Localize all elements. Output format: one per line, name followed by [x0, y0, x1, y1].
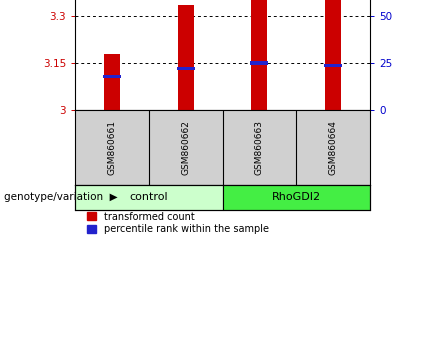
Text: genotype/variation  ▶: genotype/variation ▶ [4, 193, 118, 202]
Bar [251, 0, 267, 110]
Legend: transformed count, percentile rank within the sample: transformed count, percentile rank withi… [83, 208, 273, 238]
Bar [75, 185, 222, 210]
Bar [222, 185, 370, 210]
Text: GSM860664: GSM860664 [329, 120, 338, 175]
Bar [325, 0, 341, 110]
Text: GSM860662: GSM860662 [181, 120, 190, 175]
Bar [177, 67, 194, 70]
Bar [178, 5, 194, 110]
Text: control: control [129, 193, 168, 202]
Bar [104, 53, 120, 110]
Text: GSM860663: GSM860663 [255, 120, 264, 175]
Text: GSM860661: GSM860661 [108, 120, 117, 175]
Bar [103, 75, 121, 78]
Bar [250, 62, 268, 64]
Bar [324, 64, 342, 67]
Text: RhoGDI2: RhoGDI2 [272, 193, 321, 202]
